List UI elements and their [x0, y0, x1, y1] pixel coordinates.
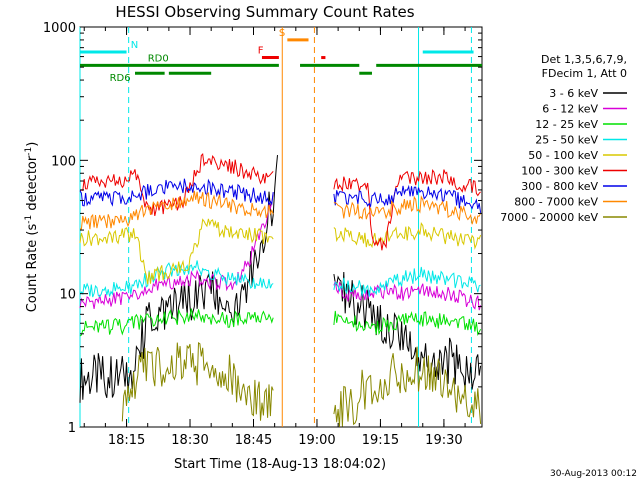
legend-label: 6 - 12 keV: [542, 103, 598, 116]
series-50-100kev: [79, 218, 482, 285]
y-axis-label: Count Rate (s-1 detector-1): [24, 142, 40, 313]
series-12-25kev: [79, 308, 482, 337]
series-300-800kev: [79, 178, 482, 213]
series-trace: [79, 155, 482, 403]
legend-label: 50 - 100 keV: [528, 149, 598, 162]
series-trace: [79, 192, 482, 311]
state-bar-label: RD0: [148, 53, 169, 64]
state-bar-label: F: [258, 46, 264, 57]
plot-area: N S F RD0 RD6 18:15 18:30 18:45 19:00 19:15 19:30 1…: [43, 21, 483, 448]
series-7000-20000kev: [121, 342, 482, 427]
state-bar-label: S: [279, 28, 285, 39]
series-trace: [79, 218, 482, 285]
series-trace: [79, 178, 482, 213]
legend-label: 25 - 50 keV: [535, 134, 598, 147]
legend-header-line1: Det 1,3,5,6,7,9,: [541, 53, 627, 66]
chart-title: HESSI Observing Summary Count Rates: [115, 3, 414, 21]
legend-label: 7000 - 20000 keV: [500, 211, 598, 224]
x-tick-label: 19:00: [298, 433, 335, 448]
y-tick-label: 1000: [43, 21, 76, 36]
x-tick-label: 18:30: [171, 433, 208, 448]
series-800-7000kev: [79, 190, 482, 230]
series-trace: [121, 342, 482, 427]
x-tick-label: 19:30: [425, 433, 462, 448]
series-100-300kev: [79, 153, 481, 251]
x-tick-label: 18:45: [235, 433, 272, 448]
y-tick-label: 10: [59, 288, 76, 303]
series-trace: [79, 153, 481, 251]
legend-label: 800 - 7000 keV: [514, 196, 598, 209]
series-trace: [79, 190, 482, 230]
series-trace: [79, 308, 482, 337]
state-bar-label: RD6: [110, 73, 131, 84]
y-tick-label: 1: [68, 421, 76, 436]
plot-frame: [79, 26, 483, 428]
legend: 3 - 6 keV 6 - 12 keV 12 - 25 keV 25 - 50 ke…: [500, 87, 627, 224]
legend-label: 3 - 6 keV: [549, 87, 598, 100]
legend-label: 12 - 25 keV: [535, 118, 598, 131]
legend-header-line2: FDecim 1, Att 0: [542, 67, 627, 80]
x-tick-label: 19:15: [362, 433, 399, 448]
legend-label: 100 - 300 keV: [521, 165, 598, 178]
footer-timestamp: 30-Aug-2013 00:12: [550, 469, 637, 479]
series-3-6kev: [79, 155, 482, 403]
series-6-12kev: [79, 192, 482, 311]
state-bar-label: N: [131, 40, 138, 51]
y-tick-label: 100: [51, 154, 76, 169]
x-tick-label: 18:15: [108, 433, 145, 448]
legend-label: 300 - 800 keV: [521, 180, 598, 193]
x-axis-label: Start Time (18-Aug-13 18:04:02): [174, 457, 386, 472]
